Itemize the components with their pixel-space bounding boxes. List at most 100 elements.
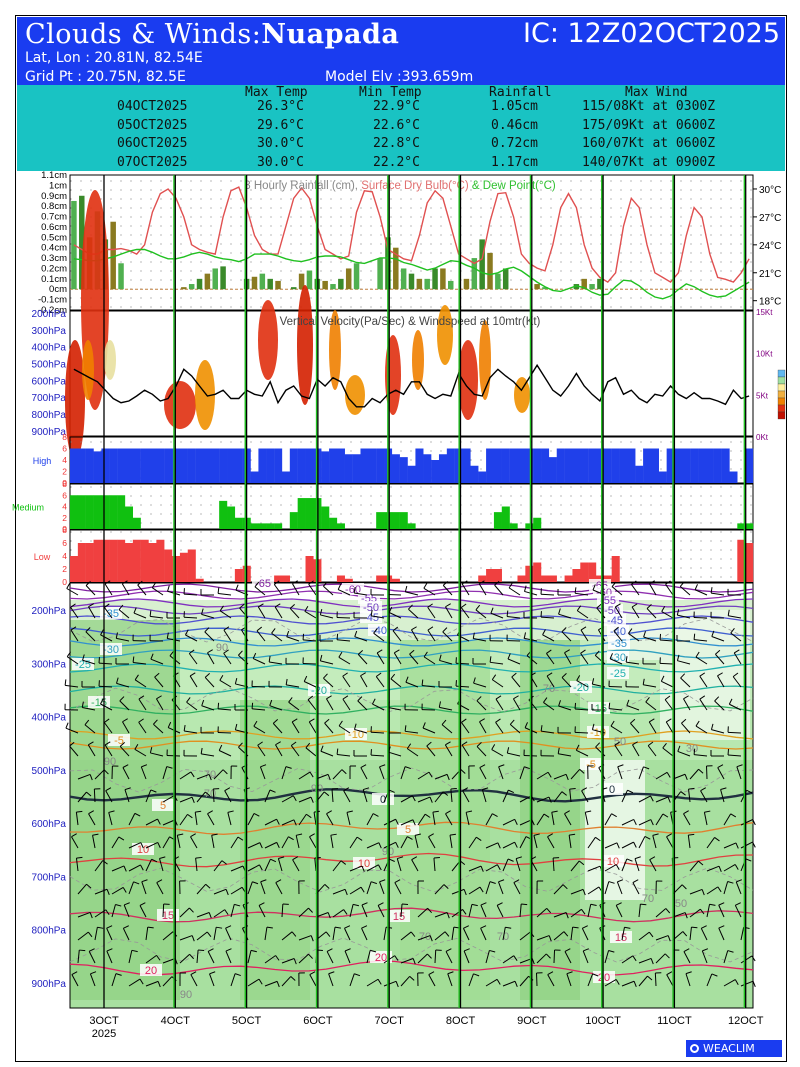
wind-barb <box>320 750 334 757</box>
wind-barb <box>128 881 134 895</box>
wind-barb-flag <box>115 973 122 976</box>
wind-barb <box>654 972 657 987</box>
wind-barb-flag <box>442 580 449 586</box>
wind-barb <box>512 698 521 711</box>
wind-barb-flag <box>631 603 638 608</box>
cloud-bar <box>219 500 228 529</box>
wind-barb <box>298 907 309 918</box>
wind-barb-flag <box>324 718 330 724</box>
wind-barb <box>628 633 640 642</box>
wind-barb-flag <box>592 973 599 977</box>
wind-barb-flag <box>648 718 655 723</box>
wind-barb-flag <box>628 628 633 634</box>
wind-barb <box>661 680 674 688</box>
wind-barb-flag <box>490 607 494 614</box>
wind-barb-flag <box>676 609 680 616</box>
wind-barb-flag <box>118 836 125 841</box>
wind-barb-flag <box>664 953 670 959</box>
summary-row: 07OCT2025 30.0°C 22.2°C 1.17cm 140/07Kt … <box>117 155 716 170</box>
cloud-bar <box>501 506 510 529</box>
wind-barb-flag <box>427 603 433 608</box>
contour-label-bg <box>397 823 419 835</box>
wind-barb <box>400 819 414 826</box>
wind-barb <box>632 882 640 895</box>
wind-barb <box>354 592 368 596</box>
rain-panel-title: 3 Hourly Rainfall (cm), Surface Dry Bulb… <box>244 180 556 192</box>
wind-barb-flag <box>681 884 687 890</box>
wind-barb-flag <box>444 931 450 937</box>
wind-barb-flag <box>693 633 696 640</box>
wind-barb-flag <box>513 695 519 700</box>
wind-barb-flag <box>745 858 752 862</box>
wind-barb <box>162 766 168 780</box>
wind-barb <box>417 953 428 964</box>
cloud-y-tick: 4 <box>62 551 67 561</box>
wind-barb <box>711 592 725 596</box>
wind-barb <box>150 615 164 619</box>
wind-barb <box>309 836 317 849</box>
cloud-bar <box>187 448 196 483</box>
wind-barb-flag <box>88 810 95 815</box>
cloud-bar <box>234 448 243 483</box>
wind-barb <box>342 698 351 711</box>
wind-barb <box>292 583 300 596</box>
wind-barb <box>105 790 113 803</box>
humidity-contour <box>69 937 754 963</box>
wind-barb-flag <box>191 935 195 942</box>
wind-barb <box>111 865 125 872</box>
wind-barb-flag <box>208 774 212 781</box>
wind-barb-flag <box>131 949 138 953</box>
cloud-bar <box>179 552 188 582</box>
temperature-contour-label: 0 <box>380 794 386 806</box>
wind-barb-flag <box>727 950 734 953</box>
wind-barb <box>224 790 232 803</box>
contour-label-bg <box>588 702 610 714</box>
cloud-bar <box>360 448 369 483</box>
rain-y-tick: 0.6cm <box>41 222 67 233</box>
wind-barb <box>434 931 446 941</box>
wind-barb-flag <box>225 948 232 952</box>
wind-barb-flag <box>405 676 409 683</box>
summary-row: 06OCT2025 30.0°C 22.8°C 0.72cm 160/07Kt … <box>117 136 716 151</box>
rain-bar <box>345 268 352 290</box>
wind-barb-flag <box>728 698 733 705</box>
wind-barb <box>332 909 344 918</box>
wind-barb-flag <box>151 858 158 863</box>
wind-barb-flag <box>734 979 739 985</box>
wind-barb-flag <box>476 696 482 702</box>
wind-barb-flag <box>624 926 631 929</box>
rain-bar <box>330 284 336 290</box>
header-rainfall: Rainfall <box>489 85 552 100</box>
wind-barb-flag <box>574 587 577 594</box>
cloud-bar <box>234 569 243 582</box>
wind-barb-flag <box>207 948 214 952</box>
wind-barb <box>71 974 79 987</box>
wind-barb-flag <box>461 741 468 746</box>
wind-barb <box>587 837 596 849</box>
wind-barb-flag <box>429 935 433 942</box>
rain-bar <box>377 258 383 290</box>
wind-barb <box>405 681 419 688</box>
wind-barb-flag <box>183 724 186 732</box>
wind-barb-flag <box>150 789 157 793</box>
wind-barb <box>717 675 725 688</box>
vv-y-tick: 500hPa <box>32 360 67 371</box>
temperature-contour-label: -5 <box>114 735 124 747</box>
wind-barb <box>150 752 164 757</box>
wind-barb-flag <box>341 769 347 775</box>
wind-barb-flag <box>323 791 330 797</box>
wind-barb-flag <box>693 748 696 755</box>
wind-barb-flag <box>701 925 707 929</box>
rain-bar <box>181 287 187 290</box>
wind-barb-flag <box>238 650 243 656</box>
wind-barb <box>542 634 555 642</box>
wind-barb-flag <box>565 774 569 781</box>
cloud-bar <box>85 448 94 483</box>
wind-barb <box>111 973 117 987</box>
wind-barb-flag <box>498 764 505 768</box>
wind-barb-flag <box>508 789 515 794</box>
wind-barb <box>151 587 164 596</box>
wind-barb <box>314 858 317 872</box>
temperature-contour-label: 20 <box>145 965 157 977</box>
